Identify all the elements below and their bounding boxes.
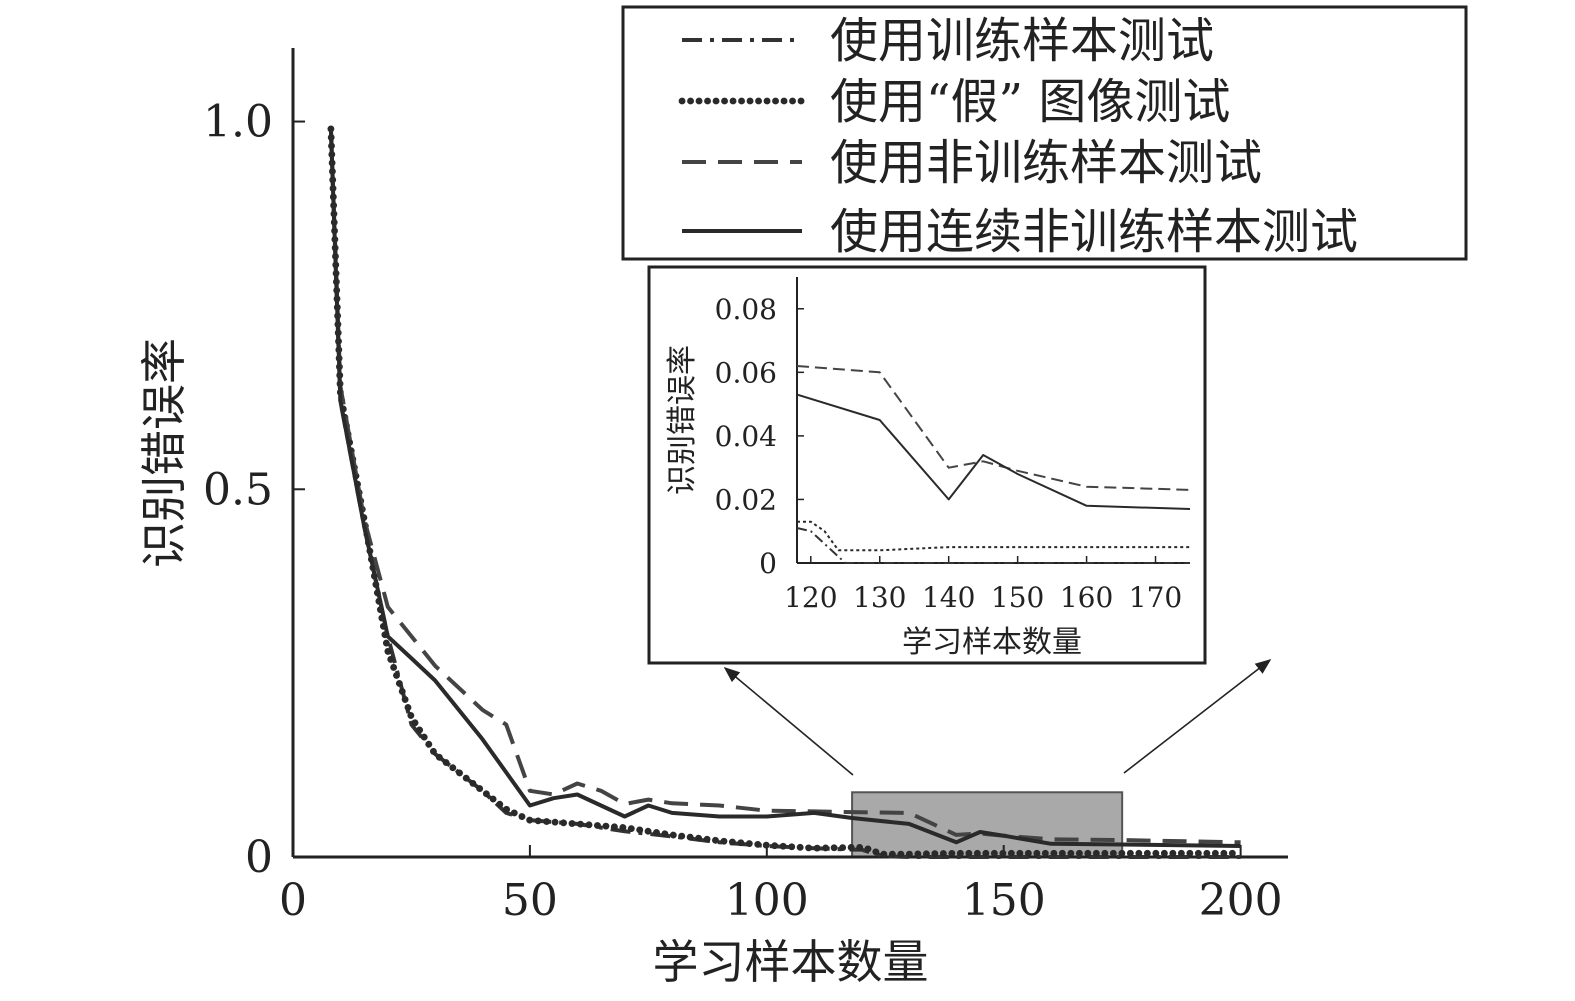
inset-y-axis-title: 识别错误率 xyxy=(665,345,700,495)
inset-x-tick-label: 170 xyxy=(1129,581,1182,614)
main-x-tick-label: 0 xyxy=(279,875,307,926)
inset-x-tick-label: 140 xyxy=(922,581,975,614)
inset-x-tick-label: 150 xyxy=(991,581,1044,614)
main-y-tick-label: 1.0 xyxy=(203,97,273,148)
inset-series-solid-line xyxy=(796,393,1191,510)
main-y-tick-label: 0.5 xyxy=(203,464,273,515)
main-series-dotted-line xyxy=(327,125,1244,858)
main-y-axis-title: 识别错误率 xyxy=(137,338,191,568)
legend-box xyxy=(621,5,1468,261)
inset-frame xyxy=(647,265,1207,665)
inset-x-tick-label: 160 xyxy=(1060,581,1113,614)
inset-y-tick-label: 0.06 xyxy=(715,356,777,389)
inset-y-tick-label: 0.04 xyxy=(715,420,777,453)
main-x-tick-label: 200 xyxy=(1199,875,1283,926)
inset-y-tick-label: 0 xyxy=(759,547,777,580)
zoom-arrow-right xyxy=(1123,659,1272,774)
legend-label: 使用“假” 图像测试 xyxy=(830,74,1230,130)
main-y-tick-label: 0 xyxy=(245,832,273,883)
main-series-solid-line xyxy=(328,128,1241,848)
inset-y-tick-label: 0.02 xyxy=(715,483,777,516)
inset-series-dashdot-line xyxy=(796,527,1190,564)
inset-x-tick-label: 120 xyxy=(784,581,837,614)
inset-x-axis-title: 学习样本数量 xyxy=(902,625,1082,660)
main-x-axis-title: 学习样本数量 xyxy=(653,935,929,989)
inset-x-tick-label: 130 xyxy=(853,581,906,614)
main-x-tick-label: 100 xyxy=(725,875,809,926)
inset-series-dashed-line xyxy=(796,365,1191,491)
inset-y-tick-label: 0.08 xyxy=(715,293,777,326)
main-series-dashdot-line xyxy=(328,128,1241,859)
main-x-tick-label: 50 xyxy=(502,875,558,926)
legend-label: 使用训练样本测试 xyxy=(830,13,1214,69)
inset-series-dotted-line xyxy=(797,520,1190,552)
main-series-dashed-line xyxy=(328,128,1241,845)
main-x-tick-label: 150 xyxy=(962,875,1046,926)
zoom-region-highlight xyxy=(851,791,1124,859)
legend-label: 使用连续非训练样本测试 xyxy=(830,204,1358,260)
legend-label: 使用非训练样本测试 xyxy=(830,135,1262,191)
zoom-arrow-left xyxy=(723,666,854,776)
